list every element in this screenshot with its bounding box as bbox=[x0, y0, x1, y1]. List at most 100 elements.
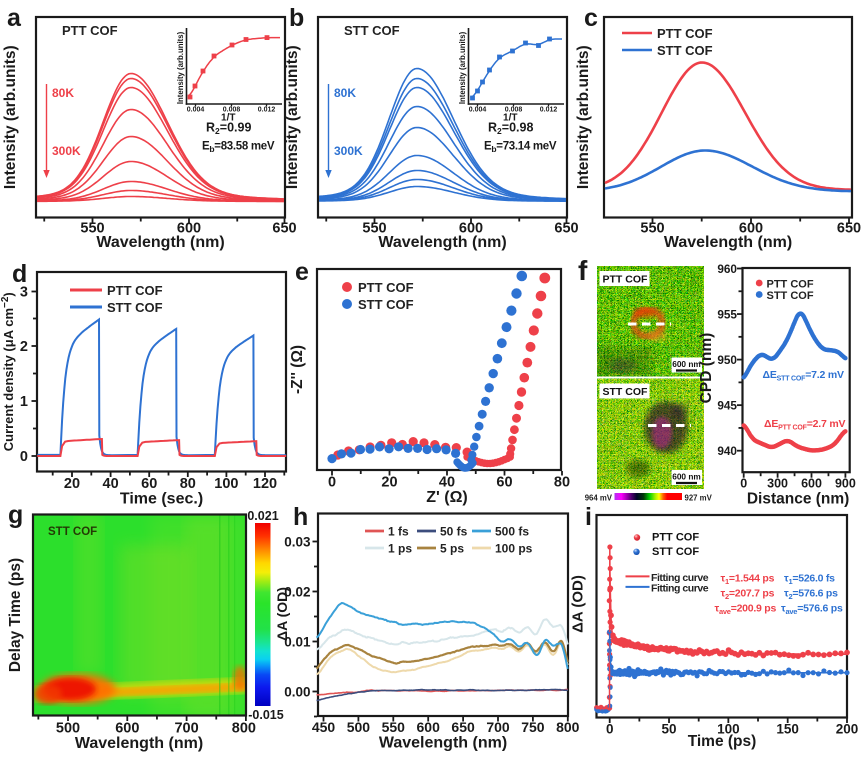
svg-text:Time (ps): Time (ps) bbox=[688, 733, 757, 750]
svg-text:0.01: 0.01 bbox=[284, 635, 311, 650]
svg-text:0: 0 bbox=[328, 475, 336, 491]
svg-text:τ1=526.0 fs: τ1=526.0 fs bbox=[784, 573, 835, 587]
svg-text:0.012: 0.012 bbox=[258, 107, 276, 114]
svg-text:550: 550 bbox=[382, 719, 406, 735]
svg-text:300K: 300K bbox=[52, 144, 81, 158]
svg-text:800: 800 bbox=[232, 721, 256, 737]
svg-text:1 ps: 1 ps bbox=[388, 542, 412, 556]
svg-text:Intensity (arb.units): Intensity (arb.units) bbox=[284, 45, 301, 189]
svg-text:60: 60 bbox=[141, 476, 157, 492]
svg-text:120: 120 bbox=[253, 476, 277, 492]
svg-text:b: b bbox=[289, 4, 304, 32]
svg-text:Fitting curve: Fitting curve bbox=[651, 572, 709, 584]
svg-text:ΔA (OD): ΔA (OD) bbox=[274, 587, 290, 641]
svg-text:0.02: 0.02 bbox=[284, 585, 310, 600]
svg-text:Eb=83.58 meV: Eb=83.58 meV bbox=[202, 141, 275, 155]
svg-text:600: 600 bbox=[115, 721, 139, 737]
svg-text:Intensity (arb.units): Intensity (arb.units) bbox=[176, 31, 185, 104]
svg-text:STT COF: STT COF bbox=[652, 546, 699, 558]
svg-text:STT COF: STT COF bbox=[48, 526, 97, 538]
svg-text:1/T: 1/T bbox=[221, 113, 235, 124]
svg-text:150: 150 bbox=[776, 722, 799, 737]
svg-text:CPD (nm): CPD (nm) bbox=[698, 333, 715, 404]
svg-text:500: 500 bbox=[347, 719, 371, 735]
svg-text:650: 650 bbox=[272, 221, 296, 237]
svg-text:940: 940 bbox=[717, 444, 737, 458]
svg-text:80K: 80K bbox=[334, 86, 356, 100]
svg-text:Fitting curve: Fitting curve bbox=[651, 583, 709, 595]
svg-text:PTT COF: PTT COF bbox=[767, 279, 814, 291]
svg-text:τ2=207.7 ps: τ2=207.7 ps bbox=[721, 588, 775, 602]
svg-text:600: 600 bbox=[459, 221, 483, 237]
svg-text:Delay Time (ps): Delay Time (ps) bbox=[7, 558, 24, 672]
svg-text:100 ps: 100 ps bbox=[495, 542, 533, 556]
svg-text:0: 0 bbox=[20, 449, 28, 465]
svg-text:2: 2 bbox=[20, 339, 28, 355]
svg-text:Wavelength (nm): Wavelength (nm) bbox=[75, 735, 203, 752]
svg-text:20: 20 bbox=[64, 476, 80, 492]
svg-text:Intensity (arb.units): Intensity (arb.units) bbox=[458, 31, 467, 104]
svg-text:Time (sec.): Time (sec.) bbox=[120, 491, 203, 508]
svg-text:945: 945 bbox=[717, 399, 737, 413]
svg-text:40: 40 bbox=[103, 476, 119, 492]
svg-text:0.008: 0.008 bbox=[505, 107, 523, 114]
svg-text:700: 700 bbox=[174, 721, 198, 737]
svg-text:950: 950 bbox=[717, 353, 737, 367]
svg-text:600: 600 bbox=[739, 221, 763, 237]
svg-text:1 fs: 1 fs bbox=[388, 525, 409, 539]
svg-text:a: a bbox=[7, 4, 22, 32]
svg-text:STT COF: STT COF bbox=[767, 290, 814, 302]
svg-text:600 nm: 600 nm bbox=[672, 359, 701, 369]
svg-text:Wavelength (nm): Wavelength (nm) bbox=[379, 735, 507, 752]
svg-text:STT COF: STT COF bbox=[107, 300, 163, 315]
svg-text:STT COF: STT COF bbox=[603, 386, 648, 398]
svg-text:Wavelength (nm): Wavelength (nm) bbox=[378, 234, 506, 251]
svg-text:Current density (μA cm−2): Current density (μA cm−2) bbox=[0, 292, 16, 451]
svg-text:τave=576.6 ps: τave=576.6 ps bbox=[781, 603, 843, 617]
svg-text:h: h bbox=[293, 503, 308, 531]
svg-text:0.004: 0.004 bbox=[469, 107, 487, 114]
svg-text:964 mV: 964 mV bbox=[585, 494, 613, 503]
svg-text:d: d bbox=[12, 260, 27, 288]
svg-text:700: 700 bbox=[486, 719, 510, 735]
svg-text:300K: 300K bbox=[334, 144, 363, 158]
svg-text:PTT COF: PTT COF bbox=[107, 283, 163, 298]
svg-text:STT COF: STT COF bbox=[358, 297, 414, 312]
svg-text:PTT COF: PTT COF bbox=[657, 26, 713, 41]
svg-text:750: 750 bbox=[521, 719, 545, 735]
svg-text:PTT COF: PTT COF bbox=[603, 274, 648, 286]
svg-text:600: 600 bbox=[177, 221, 201, 237]
svg-text:100: 100 bbox=[214, 476, 238, 492]
svg-text:f: f bbox=[578, 255, 588, 286]
svg-text:1: 1 bbox=[20, 394, 28, 410]
svg-text:0: 0 bbox=[740, 477, 747, 491]
svg-text:τ2=576.6 ps: τ2=576.6 ps bbox=[784, 588, 838, 602]
svg-text:550: 550 bbox=[362, 221, 386, 237]
svg-text:650: 650 bbox=[554, 221, 578, 237]
svg-text:g: g bbox=[8, 501, 23, 529]
svg-text:0.008: 0.008 bbox=[223, 107, 241, 114]
svg-text:0.03: 0.03 bbox=[284, 535, 311, 550]
svg-text:τ1=1.544 ps: τ1=1.544 ps bbox=[721, 573, 775, 587]
svg-text:955: 955 bbox=[717, 308, 737, 322]
svg-text:0.012: 0.012 bbox=[540, 107, 558, 114]
svg-text:500: 500 bbox=[56, 721, 80, 737]
svg-text:-0.015: -0.015 bbox=[248, 708, 283, 722]
svg-text:Eb=73.14 meV: Eb=73.14 meV bbox=[484, 141, 557, 155]
svg-text:PTT COF: PTT COF bbox=[358, 280, 414, 295]
svg-text:650: 650 bbox=[451, 719, 475, 735]
svg-text:Z' (Ω): Z' (Ω) bbox=[426, 489, 468, 506]
svg-text:500 fs: 500 fs bbox=[495, 525, 529, 539]
svg-text:STT COF: STT COF bbox=[344, 23, 400, 38]
svg-text:80K: 80K bbox=[52, 86, 74, 100]
svg-text:0.004: 0.004 bbox=[187, 107, 205, 114]
svg-text:ΔESTT COF=7.2 mV: ΔESTT COF=7.2 mV bbox=[763, 369, 844, 383]
svg-text:800: 800 bbox=[556, 719, 580, 735]
svg-text:ΔA (OD): ΔA (OD) bbox=[570, 575, 587, 633]
svg-text:-Z'' (Ω): -Z'' (Ω) bbox=[289, 345, 306, 394]
svg-text:Intensity (arb.units): Intensity (arb.units) bbox=[2, 45, 19, 189]
svg-text:60: 60 bbox=[496, 475, 512, 491]
svg-text:e: e bbox=[295, 258, 309, 286]
svg-text:300: 300 bbox=[767, 477, 788, 491]
svg-text:20: 20 bbox=[381, 475, 397, 491]
